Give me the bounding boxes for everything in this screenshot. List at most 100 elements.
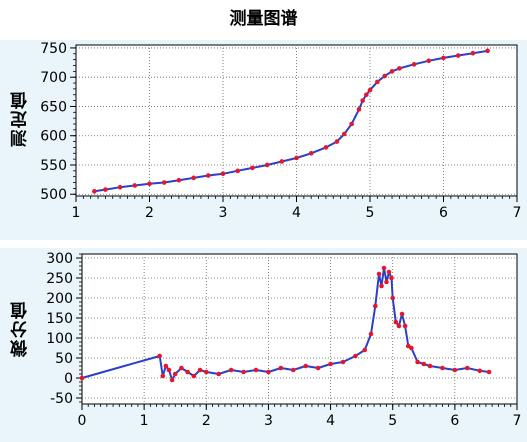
data-point bbox=[235, 168, 240, 174]
data-point bbox=[409, 345, 414, 351]
data-point bbox=[315, 365, 321, 371]
data-point bbox=[340, 359, 346, 365]
y-tick-label: 50 bbox=[55, 351, 73, 367]
x-tick-label: 5 bbox=[366, 205, 375, 221]
x-tick-label: 4 bbox=[326, 413, 335, 429]
data-point bbox=[360, 98, 365, 103]
data-point bbox=[334, 139, 340, 144]
data-point bbox=[393, 319, 399, 325]
x-tick-label: 1 bbox=[72, 205, 81, 221]
data-point bbox=[191, 373, 197, 379]
data-point bbox=[264, 162, 270, 168]
chart-title: 测量图谱 bbox=[229, 9, 298, 29]
y-tick-label: 750 bbox=[40, 41, 67, 57]
data-point bbox=[470, 50, 476, 56]
data-point bbox=[117, 184, 123, 190]
data-point bbox=[386, 269, 392, 275]
data-point bbox=[440, 365, 445, 371]
x-tick-label: 6 bbox=[439, 205, 448, 221]
data-point bbox=[368, 331, 374, 337]
data-point bbox=[308, 150, 314, 156]
x-tick-label: 2 bbox=[202, 413, 211, 429]
y-tick-label: 300 bbox=[46, 251, 73, 267]
data-point bbox=[367, 87, 373, 93]
x-tick-label: 7 bbox=[513, 205, 522, 221]
data-point bbox=[399, 311, 405, 317]
data-point bbox=[172, 371, 178, 377]
y-tick-label: 500 bbox=[40, 187, 67, 203]
data-point bbox=[250, 165, 255, 171]
data-point bbox=[160, 373, 166, 379]
data-point bbox=[376, 271, 382, 277]
y-tick-label: 250 bbox=[46, 271, 73, 287]
data-point bbox=[92, 189, 97, 194]
data-point bbox=[356, 107, 362, 112]
y-tick-label: 550 bbox=[40, 158, 67, 174]
data-point bbox=[382, 73, 388, 79]
data-point bbox=[485, 48, 490, 54]
y-tick-label: 0 bbox=[64, 371, 73, 387]
data-point bbox=[166, 367, 172, 373]
data-point bbox=[161, 180, 167, 185]
x-tick-label: 3 bbox=[219, 205, 228, 221]
data-point bbox=[206, 173, 211, 178]
data-point bbox=[216, 371, 222, 377]
data-point bbox=[364, 92, 369, 98]
data-point bbox=[464, 365, 470, 371]
y-tick-label: 600 bbox=[40, 129, 67, 145]
data-point bbox=[421, 361, 427, 367]
y-tick-label: -50 bbox=[50, 391, 73, 407]
data-point bbox=[176, 177, 182, 183]
plot-panel-1: 500 550 600 650 700 750 1 2 3 4 5 6 7 bbox=[40, 41, 521, 221]
data-point bbox=[279, 159, 285, 164]
data-point bbox=[411, 62, 417, 67]
data-point bbox=[381, 265, 387, 271]
y-tick-label: 200 bbox=[46, 291, 73, 307]
plot-panel-2: -50 0 50 100 150 200 250 300 0 1 2 3 4 5 6 7 bbox=[46, 251, 521, 429]
data-point bbox=[328, 361, 333, 367]
x-tick-label: 0 bbox=[78, 413, 87, 429]
data-point bbox=[390, 295, 396, 301]
data-point bbox=[397, 66, 402, 71]
data-point bbox=[79, 375, 85, 381]
y-tick-label: 150 bbox=[46, 311, 73, 327]
y-tick-label: 700 bbox=[40, 70, 67, 86]
data-point bbox=[375, 79, 380, 85]
y-tick-label: 650 bbox=[40, 99, 67, 115]
data-point bbox=[341, 131, 347, 137]
data-point bbox=[253, 367, 259, 373]
x-tick-label: 1 bbox=[140, 413, 149, 429]
data-point bbox=[163, 363, 169, 369]
data-point bbox=[384, 279, 389, 285]
x-tick-label: 3 bbox=[264, 413, 273, 429]
x-tick-label: 6 bbox=[450, 413, 459, 429]
data-point bbox=[452, 367, 458, 373]
data-point bbox=[396, 323, 402, 329]
data-point bbox=[362, 347, 368, 353]
data-point bbox=[426, 58, 432, 64]
data-point bbox=[266, 369, 271, 375]
x-tick-label: 2 bbox=[145, 205, 154, 221]
data-point bbox=[191, 175, 196, 181]
data-point bbox=[169, 377, 175, 383]
data-point bbox=[389, 275, 394, 281]
plot-area bbox=[81, 253, 518, 405]
data-point bbox=[402, 323, 408, 329]
data-point bbox=[132, 183, 138, 188]
x-tick-label: 5 bbox=[388, 413, 397, 429]
data-point bbox=[441, 55, 446, 61]
data-point bbox=[179, 365, 184, 371]
data-point bbox=[147, 181, 152, 187]
data-point bbox=[323, 145, 329, 150]
data-point bbox=[353, 353, 358, 359]
data-point bbox=[373, 303, 378, 309]
data-point bbox=[477, 368, 483, 374]
data-point bbox=[197, 367, 203, 373]
data-point bbox=[290, 367, 296, 373]
data-point bbox=[185, 369, 190, 375]
x-tick-label: 7 bbox=[513, 413, 522, 429]
data-point bbox=[203, 369, 209, 375]
data-point bbox=[103, 187, 108, 192]
